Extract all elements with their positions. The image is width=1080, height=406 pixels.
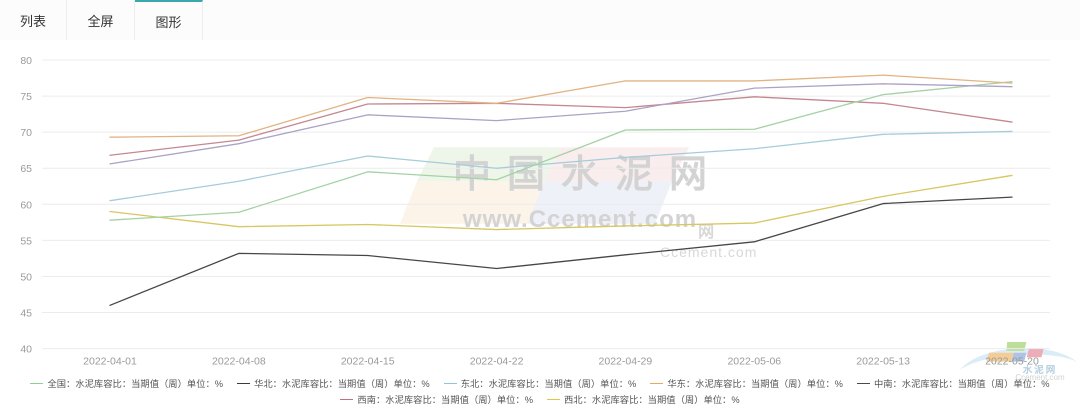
svg-text:45: 45 xyxy=(20,308,32,320)
svg-text:2022-04-15: 2022-04-15 xyxy=(341,356,395,368)
svg-text:2022-05-20: 2022-05-20 xyxy=(985,356,1039,368)
svg-text:2022-05-06: 2022-05-06 xyxy=(727,356,781,368)
svg-text:65: 65 xyxy=(20,163,32,175)
svg-text:80: 80 xyxy=(20,55,32,67)
svg-text:2022-04-01: 2022-04-01 xyxy=(83,356,137,368)
svg-text:2022-04-29: 2022-04-29 xyxy=(599,356,653,368)
svg-text:2022-05-13: 2022-05-13 xyxy=(856,356,910,368)
svg-text:2022-04-08: 2022-04-08 xyxy=(212,356,266,368)
svg-text:2022-04-22: 2022-04-22 xyxy=(470,356,524,368)
svg-text:75: 75 xyxy=(20,91,32,103)
svg-text:70: 70 xyxy=(20,127,32,139)
svg-text:50: 50 xyxy=(20,271,32,283)
svg-text:55: 55 xyxy=(20,235,32,247)
svg-text:60: 60 xyxy=(20,199,32,211)
svg-text:40: 40 xyxy=(20,344,32,356)
